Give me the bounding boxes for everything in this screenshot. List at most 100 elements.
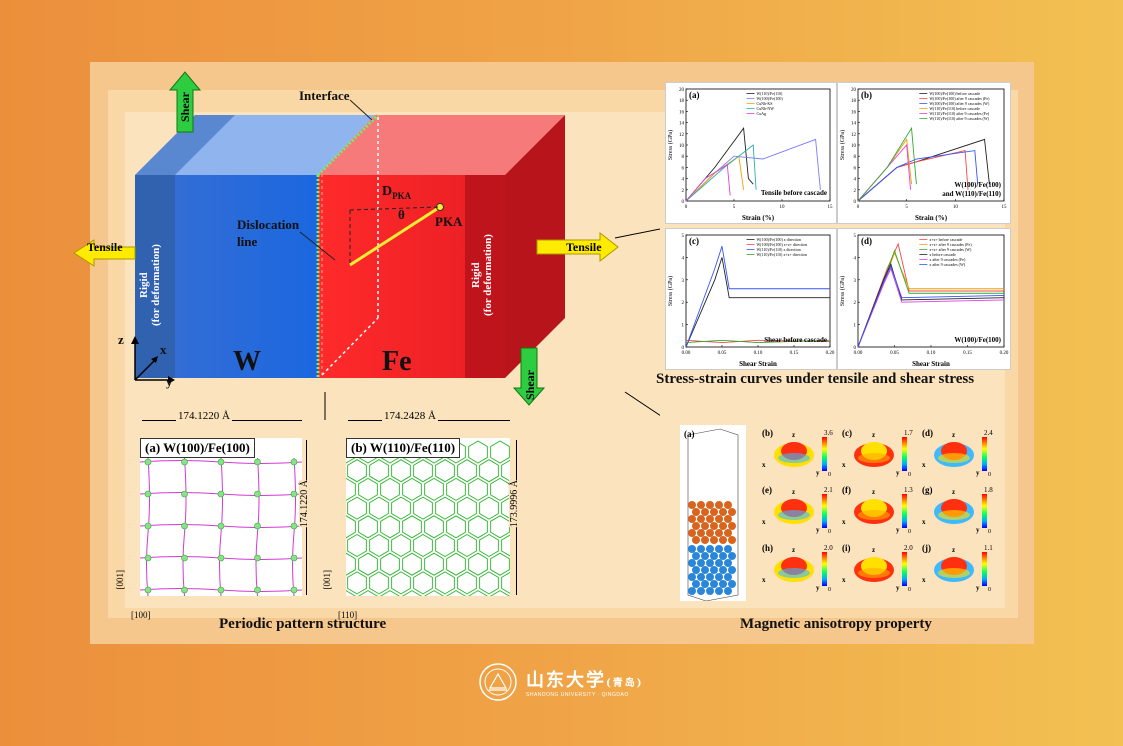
- y-tick: 12: [851, 133, 857, 138]
- y-tick: 18: [679, 99, 685, 104]
- legend-entry: W(100)/Fe(100): [756, 96, 783, 101]
- periodic-caption: Periodic pattern structure: [219, 616, 387, 632]
- colorbar-max: 1.1: [984, 544, 993, 552]
- x-tick: 0: [685, 205, 688, 210]
- series-line: [685, 246, 830, 348]
- y-tick: 20: [679, 88, 685, 93]
- mag-letter: (d): [922, 428, 933, 438]
- axis-y: y: [896, 526, 900, 534]
- plot-tensile-b: 0 2 4 6 8 10 12 14 16 18 20 0 5 10 15 Stress (GPa) Strai…: [837, 82, 1011, 224]
- tensile-right-label: Tensile: [566, 240, 602, 254]
- series-line: [857, 265, 1005, 348]
- legend-entry: W(110)/Fe(110): [756, 91, 783, 96]
- series-line: [685, 126, 754, 202]
- rigid-left: [135, 175, 175, 378]
- axis-b-001: [001]: [322, 570, 332, 590]
- axis-x: x: [762, 518, 766, 526]
- mag-letter: (c): [842, 428, 852, 438]
- height-b: 173.9996 Å: [509, 480, 525, 528]
- fe-side-face: [505, 115, 565, 378]
- y-tick: 8: [682, 155, 685, 160]
- axis-x: x: [842, 461, 846, 469]
- pattern-a-title: (a) W(100)/Fe(100): [140, 438, 255, 458]
- series-line: [685, 144, 757, 202]
- x-tick: 0.15: [963, 351, 972, 356]
- y-tick: 18: [851, 99, 857, 104]
- height-a: 174.1220 Å: [299, 480, 315, 528]
- mag-letter: (a): [684, 429, 695, 439]
- x-tick: 0: [857, 205, 860, 210]
- axis-a-100: [100]: [131, 610, 151, 620]
- x-tick: 10: [953, 205, 959, 210]
- colorbar-max: 1.7: [904, 429, 913, 437]
- legend-entry: W(100)/Fe(100) after 9 cascades (Fe): [929, 96, 990, 101]
- legend-entry: W(110)/Fe(110) x direction: [756, 247, 800, 252]
- colorbar-max: 1.8: [984, 486, 993, 494]
- colorbar-max: 2.4: [984, 429, 993, 437]
- plot-shear-c: 0 1 2 3 4 5 0.00 0.05 0.10 0.15 0.20 Stress (GPa) Sh…: [665, 228, 837, 370]
- x-tick: 5: [905, 205, 908, 210]
- axis-z: z: [118, 332, 124, 347]
- mag-cell-b: (b) 3.6 0 z x y: [760, 425, 834, 478]
- legend-entry: W(110)/Fe(110) before cascade: [929, 106, 980, 111]
- legend-entry: x+z+ after 9 cascades (W): [929, 247, 972, 252]
- shear-bottom-label: Shear: [523, 370, 537, 400]
- y-tick: 2: [682, 301, 685, 306]
- legend-entry: x+z+ before cascade: [929, 237, 962, 242]
- axis-z: z: [872, 546, 875, 554]
- plot-d-label: W(100)/Fe(100): [954, 336, 1001, 344]
- university-seal-icon: [479, 663, 517, 701]
- axis-x: x: [762, 461, 766, 469]
- legend-entry: x after 9 cascades (Fe): [929, 257, 966, 262]
- y-axis-label: Stress (GPa): [667, 130, 674, 160]
- series-line: [857, 262, 1005, 348]
- theta-label: θ: [398, 207, 405, 222]
- y-tick: 3: [854, 279, 857, 284]
- y-axis-label: Stress (GPa): [839, 130, 846, 160]
- axis-x: x: [922, 518, 926, 526]
- axis-y: y: [976, 526, 980, 534]
- legend-entry: x before cascade: [929, 252, 956, 257]
- colorbar-min: 0: [908, 472, 911, 477]
- logo-text: 山东大学(青岛) SHANDONG UNIVERSITY · QINGDAO: [526, 666, 643, 698]
- axis-y: y: [896, 469, 900, 477]
- axis-x: x: [762, 576, 766, 584]
- pattern-w100-fe100: [139, 438, 303, 597]
- axis-z: z: [952, 431, 955, 439]
- mag-cell-f: (f) 1.3 0 z x y: [840, 482, 914, 535]
- series-line: [685, 257, 830, 348]
- y-tick: 2: [854, 189, 857, 194]
- legend-entry: CuNb-NW: [756, 106, 774, 111]
- rigid-right-label: Rigid (for deformation): [470, 234, 494, 316]
- y-tick: 0: [682, 200, 685, 205]
- series-line: [685, 155, 745, 202]
- y-tick: 20: [851, 88, 857, 93]
- series-line: [685, 163, 731, 202]
- plot-letter: (c): [689, 236, 699, 246]
- y-axis-label: Stress (GPa): [839, 276, 846, 306]
- colorbar-min: 0: [988, 472, 991, 477]
- stress-strain-caption: Stress-strain curves under tensile and s…: [656, 371, 975, 387]
- y-tick: 6: [854, 166, 857, 171]
- mag-letter: (i): [842, 543, 851, 553]
- y-tick: 14: [679, 122, 685, 127]
- x-tick: 15: [828, 205, 834, 210]
- axis-a-001: [001]: [115, 570, 125, 590]
- y-tick: 10: [851, 144, 857, 149]
- y-tick: 6: [682, 166, 685, 171]
- legend-entry: W(110)/Fe(110) x+z+ direction: [756, 252, 806, 257]
- axis-x: x: [922, 461, 926, 469]
- x-axis-label: Strain (%): [915, 214, 948, 222]
- x-tick: 0.00: [682, 351, 691, 356]
- x-tick: 0.10: [754, 351, 763, 356]
- y-tick: 2: [682, 189, 685, 194]
- mag-cell-d: (d) 2.4 0 z x y: [920, 425, 994, 478]
- legend-entry: W(110)/Fe(110) after 9 cascades (W): [929, 116, 989, 121]
- legend-entry: CuAg: [756, 111, 766, 116]
- y-axis-label: Stress (GPa): [667, 276, 674, 306]
- x-axis-label: Strain (%): [742, 214, 775, 222]
- plot-tensile-a: 0 2 4 6 8 10 12 14 16 18 20 0 5 10 15 Stress (GPa) Strai…: [665, 82, 837, 224]
- y-tick: 4: [854, 256, 857, 261]
- x-tick: 0.05: [890, 351, 899, 356]
- x-tick: 0.05: [718, 351, 727, 356]
